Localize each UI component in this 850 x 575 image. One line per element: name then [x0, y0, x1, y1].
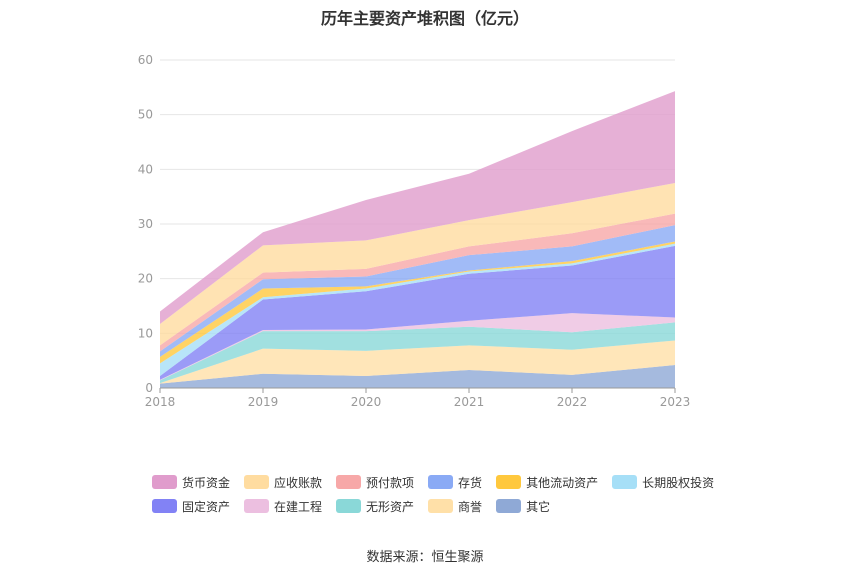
legend-swatch: [428, 475, 454, 489]
x-tick-label: 2023: [660, 395, 691, 409]
legend-swatch: [336, 475, 362, 489]
legend-swatch: [496, 475, 522, 489]
legend-item[interactable]: 货币资金: [152, 474, 230, 491]
legend-item[interactable]: 预付款项: [336, 474, 414, 491]
area-series-9[interactable]: [160, 183, 675, 346]
legend-label: 固定资产: [182, 499, 231, 514]
legend-item[interactable]: 无形资产: [336, 498, 414, 515]
y-tick-label: 60: [138, 53, 153, 67]
area-series-10[interactable]: [160, 91, 675, 325]
legend-item[interactable]: 固定资产: [152, 498, 230, 515]
legend-label: 货币资金: [182, 475, 231, 490]
y-tick-label: 20: [138, 272, 153, 286]
legend-item[interactable]: 其它: [496, 498, 550, 515]
legend-swatch: [152, 499, 177, 513]
legend-item[interactable]: 在建工程: [244, 498, 322, 515]
legend-label: 商誉: [458, 499, 483, 514]
legend-label: 存货: [458, 475, 483, 490]
area-series-7[interactable]: [160, 225, 675, 357]
area-series-8[interactable]: [160, 213, 675, 352]
y-tick-label: 40: [138, 162, 153, 176]
legend: 货币资金 应收账款 预付款项 存货 其他流动资产 长期股权投资固定资产 在建工程 无形资产 商誉…: [152, 470, 752, 518]
legend-swatch: [152, 475, 177, 489]
axis-layer: 0 10 20 30 40 50 60 2018 2019 2020 2021 2022 2023: [138, 53, 691, 409]
x-tick-label: 2019: [248, 395, 279, 409]
area-layer: [160, 91, 675, 388]
legend-swatch: [428, 499, 454, 513]
legend-item[interactable]: 其他流动资产: [496, 474, 598, 491]
legend-item[interactable]: 存货: [428, 474, 482, 491]
stacked-area-chart: 0 10 20 30 40 50 60 2018 2019 2020 2021 2022 2023: [138, 53, 691, 409]
area-series-2[interactable]: [160, 322, 675, 384]
chart-title: 历年主要资产堆积图（亿元）: [320, 9, 529, 28]
y-tick-label: 50: [138, 108, 153, 122]
data-source: 数据来源：恒生聚源: [366, 550, 484, 565]
legend-swatch: [244, 499, 270, 513]
legend-label: 长期股权投资: [642, 475, 715, 490]
legend-label: 应收账款: [274, 475, 323, 490]
legend-row-1: 固定资产 在建工程 无形资产 商誉 其它: [152, 494, 752, 518]
legend-swatch: [612, 475, 638, 489]
legend-swatch: [336, 499, 362, 513]
legend-item[interactable]: 长期股权投资: [612, 474, 714, 491]
x-tick-label: 2020: [351, 395, 382, 409]
area-series-0[interactable]: [160, 365, 675, 388]
legend-swatch: [244, 475, 270, 489]
legend-label: 其它: [526, 499, 551, 514]
area-series-1[interactable]: [160, 340, 675, 384]
area-series-4[interactable]: [160, 245, 675, 380]
legend-item[interactable]: 应收账款: [244, 474, 322, 491]
y-tick-label: 10: [138, 326, 153, 340]
legend-label: 预付款项: [366, 475, 415, 490]
legend-label: 其他流动资产: [526, 475, 599, 490]
y-tick-label: 0: [145, 381, 153, 395]
legend-item[interactable]: 商誉: [428, 498, 482, 515]
y-tick-label: 30: [138, 217, 153, 231]
legend-label: 无形资产: [366, 499, 415, 514]
area-series-3[interactable]: [160, 313, 675, 381]
x-tick-label: 2022: [557, 395, 588, 409]
x-tick-label: 2021: [454, 395, 485, 409]
legend-row-0: 货币资金 应收账款 预付款项 存货 其他流动资产 长期股权投资: [152, 470, 752, 494]
legend-label: 在建工程: [274, 499, 323, 514]
x-tick-label: 2018: [145, 395, 176, 409]
legend-swatch: [496, 499, 522, 513]
